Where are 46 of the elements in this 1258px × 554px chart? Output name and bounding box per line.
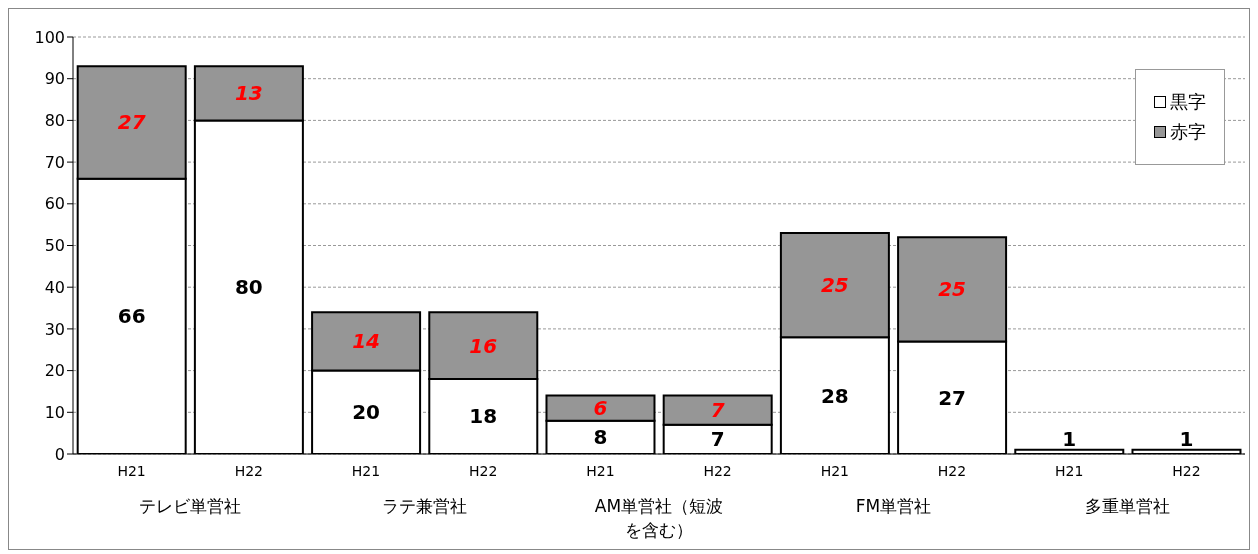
data-label: 80	[234, 275, 263, 300]
data-label: 13	[234, 81, 263, 106]
x-tick-label: H22	[469, 463, 498, 479]
data-label: 7	[710, 427, 725, 452]
x-tick-label: H22	[937, 463, 967, 479]
data-label: 7	[710, 398, 725, 423]
data-label: 16	[469, 333, 498, 358]
data-label: 1	[1062, 426, 1077, 451]
y-tick-label: 50	[44, 236, 65, 256]
data-label: 6	[593, 396, 608, 421]
data-label: 18	[469, 404, 498, 429]
x-tick-label: H22	[234, 463, 263, 479]
y-tick-label: 80	[44, 111, 65, 131]
data-label: 27	[938, 385, 967, 410]
x-tick-label: H21	[586, 463, 615, 479]
y-tick-label: 30	[44, 319, 65, 339]
y-tick-label: 20	[44, 361, 65, 381]
data-label: 14	[352, 329, 381, 354]
x-tick-label: H22	[703, 463, 732, 479]
data-label: 1	[1179, 426, 1194, 451]
x-tick-label: H21	[1055, 463, 1084, 479]
x-tick-label: H21	[117, 463, 146, 479]
x-tick-label: H21	[820, 463, 849, 479]
text: テレビ単営社	[138, 495, 243, 518]
data-label: 25	[820, 273, 849, 298]
x-tick-label: H22	[1172, 463, 1201, 479]
text: 多重単営社	[1084, 495, 1172, 518]
data-label: 28	[820, 383, 849, 408]
data-label: 27	[117, 110, 146, 135]
text: AM単営社（短波を含む）	[594, 495, 724, 542]
y-tick-label: 70	[44, 152, 65, 172]
legend-label: 赤字	[1170, 120, 1206, 144]
data-label: 25	[938, 277, 967, 302]
data-label: 66	[117, 304, 146, 329]
x-tick-label: H21	[351, 463, 381, 479]
y-tick-label: 40	[44, 277, 65, 297]
legend-label: 黒字	[1170, 90, 1206, 114]
data-label: 8	[593, 425, 608, 450]
data-label: 20	[352, 400, 381, 425]
y-tick-label: 90	[44, 69, 65, 89]
y-tick-label: 60	[44, 194, 65, 214]
y-tick-label: 0	[54, 444, 65, 464]
text: ラテ兼営社	[381, 495, 469, 518]
text: FM単営社	[854, 495, 933, 518]
y-tick-label: 100	[34, 27, 65, 47]
y-tick-label: 10	[44, 402, 65, 422]
